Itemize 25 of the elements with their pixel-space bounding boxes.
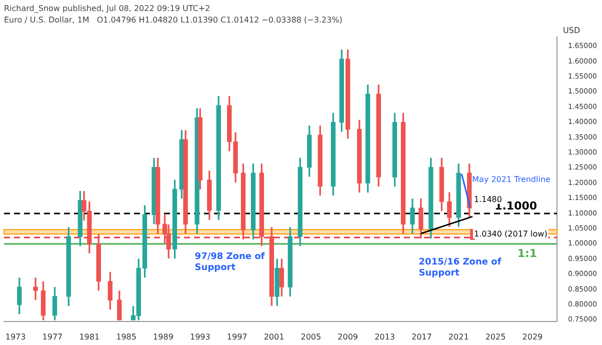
chart-subtitle: Euro / U.S. Dollar, 1M O1.04796 H1.04820 L1.01390 C1.01412 −0.03388 (−3.23%) <box>4 15 342 24</box>
x-tick-label: 2013 <box>374 332 395 342</box>
annotation: 1.0340 (2017 low) <box>474 230 548 239</box>
x-tick-label: 1989 <box>153 332 174 342</box>
x-tick-label: 2025 <box>485 332 506 342</box>
x-tick-label: 1981 <box>79 332 100 342</box>
series-label: May 2021 Trendline <box>472 174 551 184</box>
annotation: 2015/16 Zone of Support <box>418 258 502 279</box>
candlestick <box>33 278 38 300</box>
x-tick-label: 1977 <box>42 332 63 342</box>
chart-title: Richard_Snow published, Jul 08, 2022 09:19 UTC+2 <box>4 4 210 13</box>
ref-line-label: 1:1 <box>517 246 538 260</box>
x-tick-label: 2009 <box>338 332 358 342</box>
x-tick-label: 1973 <box>5 332 26 342</box>
y-axis-title: USD <box>563 26 580 36</box>
annotation: 97/98 Zone of Support <box>194 252 265 273</box>
x-tick-label: 2005 <box>300 332 322 342</box>
annotation: 1.1480 <box>474 194 502 204</box>
x-tick-label: 1985 <box>116 332 136 342</box>
x-tick-label: 1993 <box>190 332 210 342</box>
x-tick-label: 2021 <box>448 332 469 342</box>
x-tick-label: 2001 <box>264 332 284 342</box>
x-tick-label: 1997 <box>226 332 248 342</box>
x-tick-label: 2029 <box>522 332 543 342</box>
x-tick-label: 2017 <box>411 332 432 342</box>
